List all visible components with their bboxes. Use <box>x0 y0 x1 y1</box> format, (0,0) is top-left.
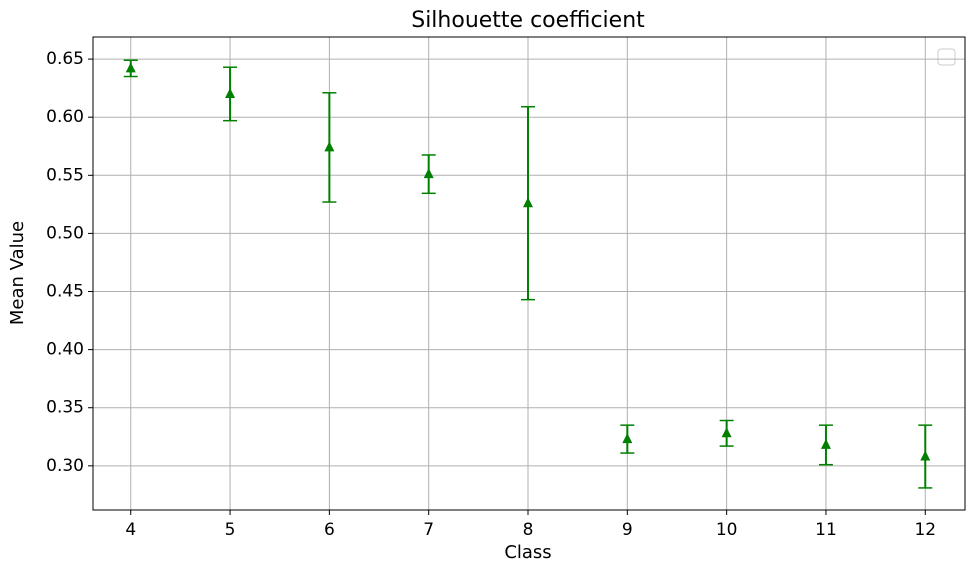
y-tick-label: 0.60 <box>46 107 84 127</box>
y-tick-label: 0.35 <box>46 398 84 418</box>
x-tick-label: 5 <box>225 520 236 540</box>
y-tick-label: 0.55 <box>46 165 84 185</box>
y-tick-label: 0.30 <box>46 456 84 476</box>
x-tick-label: 8 <box>523 520 534 540</box>
x-tick-label: 7 <box>423 520 434 540</box>
marker <box>622 433 633 444</box>
chart-title: Silhouette coefficient <box>411 8 645 33</box>
y-tick-label: 0.65 <box>46 49 84 69</box>
y-tick-label: 0.50 <box>46 223 84 243</box>
y-tick-label: 0.40 <box>46 340 84 360</box>
marker <box>125 62 136 73</box>
x-tick-label: 12 <box>914 520 936 540</box>
marker <box>423 168 434 179</box>
y-axis-label: Mean Value <box>7 221 28 325</box>
y-tick-label: 0.45 <box>46 282 84 302</box>
x-tick-label: 10 <box>716 520 738 540</box>
marker <box>820 438 831 449</box>
x-tick-label: 4 <box>125 520 136 540</box>
x-axis-label: Class <box>504 542 551 563</box>
x-tick-label: 9 <box>622 520 633 540</box>
x-tick-label: 11 <box>815 520 837 540</box>
marker <box>225 87 236 98</box>
plot-frame <box>92 36 966 511</box>
marker <box>920 450 931 461</box>
legend-box <box>937 48 956 66</box>
x-tick-label: 6 <box>324 520 335 540</box>
marker <box>721 427 732 438</box>
marker <box>523 197 534 208</box>
marker <box>324 141 335 152</box>
